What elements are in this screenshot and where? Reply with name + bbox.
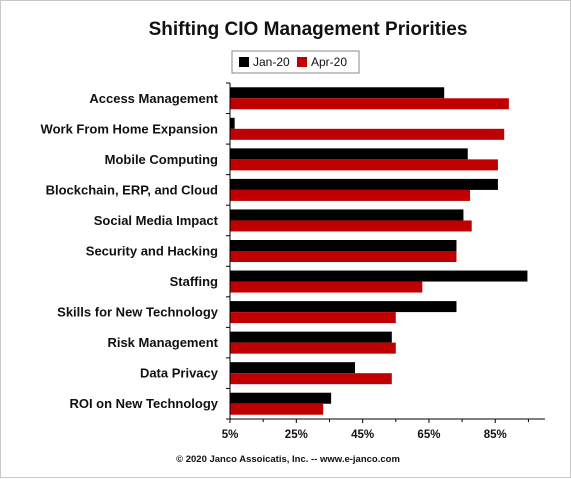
bar-jan	[230, 117, 235, 129]
bar-apr	[230, 312, 396, 324]
chart-title: Shifting CIO Management Priorities	[149, 19, 468, 40]
bar-jan	[230, 178, 498, 190]
bar-jan	[230, 301, 457, 313]
x-tick-label: 5%	[222, 429, 239, 441]
bar-jan	[230, 87, 445, 99]
plot-area: Access Management Work From Home Expansio…	[41, 82, 545, 441]
bar-apr	[230, 373, 392, 385]
bar-apr	[230, 342, 396, 354]
category-label: Access Management	[89, 91, 218, 106]
legend-box	[231, 50, 360, 74]
legend-swatch-apr	[297, 57, 307, 67]
copyright-footer: © 2020 Janco Assoicatis, Inc. -- www.e-j…	[176, 454, 400, 465]
category-label: Work From Home Expansion	[41, 121, 219, 136]
bar-jan	[230, 362, 356, 374]
bar-apr	[230, 189, 471, 201]
bar-apr	[230, 251, 457, 262]
legend: Jan-20 Apr-20	[231, 50, 360, 74]
x-tick-label: 65%	[417, 429, 440, 441]
bar-apr	[230, 98, 509, 110]
category-label: Risk Management	[107, 335, 218, 350]
category-label: Security and Hacking	[86, 244, 218, 259]
category-label: Social Media Impact	[94, 213, 219, 228]
bar-jan	[230, 270, 528, 282]
category-label: Data Privacy	[140, 366, 219, 381]
category-label: Blockchain, ERP, and Cloud	[46, 182, 218, 197]
bar-jan	[230, 209, 464, 221]
category-label: Mobile Computing	[105, 152, 218, 167]
legend-label-apr: Apr-20	[311, 55, 347, 69]
bar-apr	[230, 159, 498, 171]
x-tick-label: 25%	[285, 429, 308, 441]
bar-apr	[230, 281, 423, 293]
category-label: Staffing	[170, 274, 218, 289]
bar-apr	[230, 220, 472, 232]
bar-jan	[230, 240, 457, 251]
category-label: ROI on New Technology	[69, 396, 218, 411]
bar-jan	[230, 331, 392, 343]
bar-apr	[230, 128, 505, 140]
legend-swatch-jan	[239, 57, 249, 67]
bar-jan	[230, 148, 468, 160]
x-tick-label: 85%	[484, 429, 507, 441]
category-label: Skills for New Technology	[57, 305, 219, 320]
bar-jan	[230, 392, 332, 404]
x-tick-label: 45%	[351, 429, 374, 441]
legend-label-jan: Jan-20	[253, 55, 290, 69]
bar-apr	[230, 403, 324, 415]
